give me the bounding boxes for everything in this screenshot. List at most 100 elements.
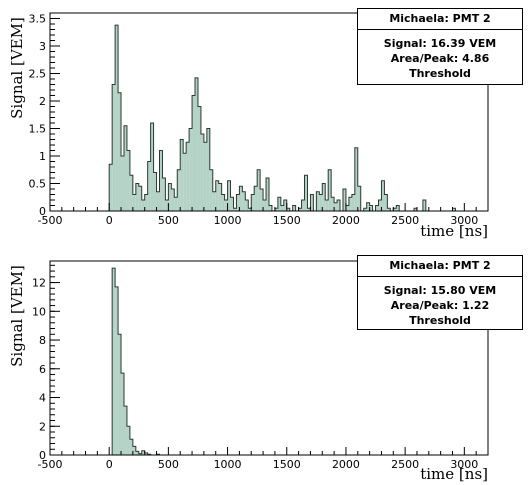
bottom-y-tick-label: 6 [39,363,46,376]
top-histogram-bar [227,180,231,211]
top-stats-box: Michaela: PMT 2 Signal: 16.39 VEM Area/P… [357,8,523,85]
bottom-stats-box: Michaela: PMT 2 Signal: 15.80 VEM Area/P… [357,255,523,330]
bottom-y-tick-label: 12 [32,277,46,290]
top-histogram-bar [121,156,124,211]
bottom-stats-area-peak: Area/Peak: 1.22 [390,299,490,312]
top-stats-signal: Signal: 16.39 VEM [383,37,497,50]
bottom-x-tick-label: 3000 [450,458,478,471]
top-histogram-bar [277,197,281,211]
bottom-x-tick-label: 1500 [273,458,301,471]
top-histogram-bar [345,205,349,211]
bottom-histogram-bar [118,334,122,455]
top-histogram-bar [301,200,305,211]
top-histogram-bar [203,142,207,211]
top-y-tick-label: 1.5 [29,123,47,136]
top-y-tick-label: 3.5 [29,13,47,26]
bottom-y-tick-label: 10 [32,305,46,318]
top-histogram-bar [189,128,193,211]
top-histogram-bar [286,208,290,211]
top-histogram-bar [375,205,379,211]
top-histogram-bar [162,178,166,211]
bottom-x-tick-label: -500 [38,458,63,471]
top-y-axis-label: Signal [VEM] [8,17,26,119]
top-histogram-bar [307,208,311,211]
top-histogram-bar [292,205,296,211]
top-histogram-bar [168,183,172,211]
bottom-x-tick-label: 0 [106,458,113,471]
bottom-y-tick-label: 2 [39,420,46,433]
top-histogram-bar [263,200,267,211]
top-histogram-bar [369,205,373,211]
top-histogram-bar [354,147,358,211]
top-histogram-bar [266,178,269,211]
top-histogram-bar [115,25,119,211]
top-histogram-bar [224,200,228,211]
top-histogram-bar [209,169,213,211]
top-histogram-bar [334,202,338,211]
top-histogram-bar [171,189,175,211]
top-histogram-bar [195,77,198,212]
top-histogram-bar [357,186,361,211]
top-histogram-bar [215,180,219,211]
bottom-histogram-bar [144,452,148,455]
top-x-tick-label: 500 [158,214,179,227]
top-histogram-bar [381,180,385,211]
top-histogram-bar [322,183,326,211]
bottom-stats-title: Michaela: PMT 2 [358,256,522,277]
top-histogram-bar [153,172,157,211]
top-x-axis-label: time [ns] [420,222,488,240]
top-histogram-bar [387,208,391,211]
top-histogram-bar [337,200,341,211]
top-x-tick-label: 1500 [273,214,301,227]
top-histogram-bar [316,191,320,211]
top-histogram-bar [366,202,370,211]
bottom-histogram-bar [115,286,119,455]
bottom-histogram-bar [138,453,142,455]
top-stats-threshold: Threshold [409,67,471,80]
top-x-tick-label: -500 [38,214,63,227]
bottom-stats-threshold: Threshold [409,314,471,327]
top-y-tick-label: 0 [39,205,46,218]
bottom-y-axis-label: Signal [VEM] [8,265,26,367]
top-histogram-bar [351,194,355,211]
bottom-y-tick-label: 4 [39,392,46,405]
bottom-x-tick-label: 500 [158,458,179,471]
top-x-tick-label: 3000 [450,214,478,227]
top-histogram-bar [144,194,148,211]
top-histogram-bar [348,197,352,211]
top-histogram-bar [126,150,130,211]
top-histogram-bar [325,200,329,211]
top-histogram-bar [283,200,287,211]
top-histogram-bar [342,189,346,211]
top-y-tick-label: 2 [39,95,46,108]
top-y-tick-label: 1 [39,150,46,163]
top-x-tick-label: 2000 [332,214,360,227]
top-histogram-bar [180,139,184,211]
top-histogram-bar [138,186,142,211]
top-histogram-bar [192,95,196,211]
bottom-histogram-bar [129,439,133,455]
top-histogram-bar [135,183,139,211]
bottom-histogram-bar [126,426,130,455]
top-histogram-bar [393,208,397,211]
top-histogram-bar [452,208,456,211]
bottom-x-axis-label: time [ns] [420,465,488,483]
top-histogram-bar [200,134,204,211]
top-stats-area-peak: Area/Peak: 4.86 [390,52,490,65]
bottom-histogram-bar [121,373,124,455]
top-y-tick-label: 0.5 [29,178,47,191]
top-x-tick-label: 0 [106,214,113,227]
top-histogram-bar [254,186,258,211]
top-histogram-bar [304,175,308,211]
top-histogram-bar [183,153,187,211]
top-histogram-bar [319,194,323,211]
bottom-histogram-bar [123,406,127,455]
top-histogram-bar [260,189,264,211]
top-histogram-bar [328,169,332,211]
top-histogram-bar [123,125,127,211]
bottom-x-tick-label: 2000 [332,458,360,471]
bottom-y-tick-label: 0 [39,449,46,462]
top-histogram-bar [298,208,302,211]
top-histogram-bar [118,92,122,211]
top-histogram-bar [233,208,237,211]
